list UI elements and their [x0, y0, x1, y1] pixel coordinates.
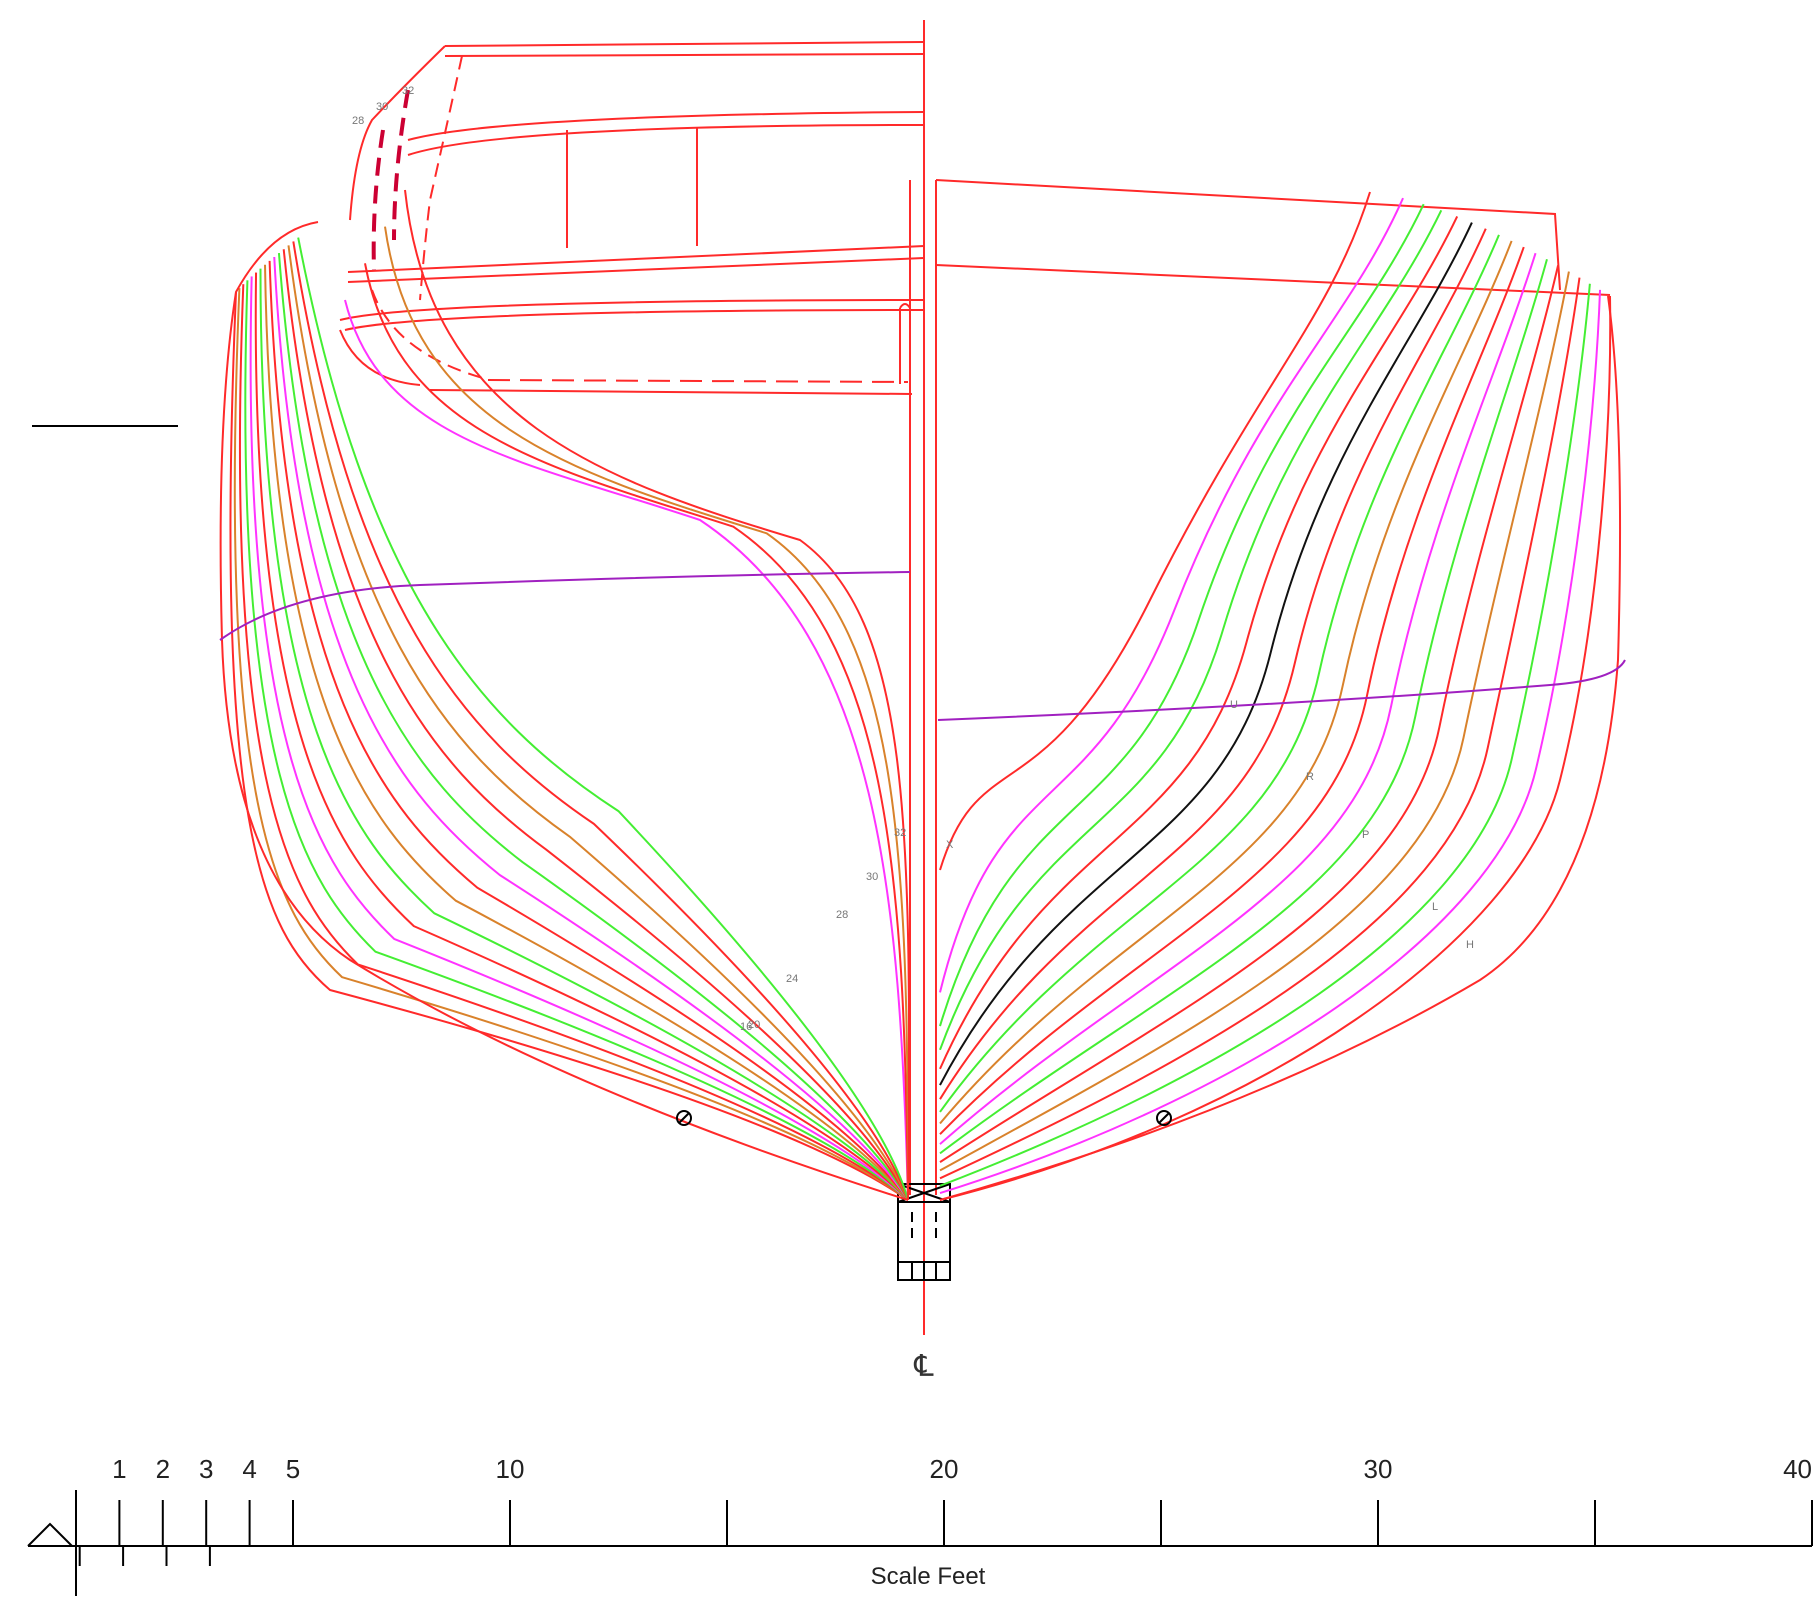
station-label: 32 [402, 85, 414, 97]
inner-curve [371, 289, 491, 381]
scale-label: 10 [496, 1454, 525, 1484]
deck-line-3 [347, 257, 925, 283]
fwd-section-line [939, 277, 1581, 1180]
scale-label: 30 [1364, 1454, 1393, 1484]
station-label: 28 [352, 115, 364, 127]
centerline-group [909, 20, 937, 1335]
fwd-section-line [939, 209, 1443, 1051]
frame-dash-marks [371, 89, 410, 271]
fwd-section-line [939, 265, 1560, 1163]
aft-section-line [292, 241, 909, 1201]
fwd-waterline [937, 659, 1626, 721]
station-label: 32 [894, 827, 906, 839]
fwd-section-line [939, 271, 1570, 1172]
aft-section-line [364, 263, 909, 1201]
scale-label: 1 [112, 1454, 126, 1484]
diagonal-lines [219, 571, 1626, 721]
fwd-section-line [939, 259, 1548, 1155]
fwd-section-line [939, 197, 1404, 993]
fwd-section-line [939, 234, 1500, 1113]
scale-title: Scale Feet [871, 1563, 986, 1590]
inner-curve [339, 329, 421, 386]
fwd-section-line [939, 203, 1425, 1027]
aft-section-line [273, 256, 909, 1201]
bilge-marker [676, 1110, 692, 1126]
scale-label: 20 [930, 1454, 959, 1484]
aft-hull-outline [219, 221, 909, 1201]
upper-bulwark-curve [349, 45, 446, 221]
aft-section-line [268, 260, 909, 1201]
scale-ticks: 1 2 3 4 5 10 20 30 40 [78, 1454, 1813, 1566]
fwd-rail-line [935, 179, 1561, 291]
station-label: 20 [748, 1019, 760, 1031]
bilge-marker [1156, 1110, 1172, 1126]
scale-label: 3 [199, 1454, 213, 1484]
aft-section-line [244, 280, 909, 1201]
aft-section-line [254, 272, 909, 1201]
aft-section-line [344, 299, 909, 1201]
fwd-section-line [939, 246, 1525, 1135]
bilge-markers [676, 1110, 1172, 1126]
deck-structure [339, 41, 1611, 395]
aft-station-labels: 16 20 24 28 30 32 [740, 827, 906, 1033]
station-label: R [1306, 771, 1314, 783]
fwd-section-line [939, 191, 1371, 871]
aft-section-line [249, 276, 909, 1201]
scale-bar: 1 2 3 4 5 10 20 30 40 Scale Feet [27, 1454, 1813, 1596]
scale-label: 40 [1783, 1454, 1812, 1484]
deck-line-2 [407, 111, 925, 141]
fwd-rail-line [935, 264, 1611, 296]
station-label: U [1230, 699, 1238, 711]
aft-section-line [264, 264, 909, 1201]
fwd-section-line [939, 295, 1612, 1201]
lower-deck-dashed [487, 379, 909, 383]
fwd-sections [939, 191, 1622, 1201]
aft-sections [219, 189, 911, 1201]
deck-line-3 [347, 245, 925, 273]
deck-line-4 [344, 309, 925, 331]
station-label: 30 [866, 871, 878, 883]
fwd-section-line [939, 252, 1537, 1145]
fwd-section-line [939, 240, 1513, 1125]
deck-station-labels: 28 30 32 [352, 85, 414, 127]
station-label: 24 [786, 973, 798, 985]
aft-section-line [282, 249, 909, 1201]
aft-section-line [287, 245, 909, 1201]
aft-waterline [219, 571, 911, 641]
pillar [899, 303, 911, 384]
station-label: 16 [740, 1021, 752, 1033]
deck-line-2 [407, 124, 925, 156]
fwd-section-line [939, 228, 1487, 1100]
station-label: H [1466, 939, 1474, 951]
lower-deck-line [429, 389, 913, 395]
bulwark-dashed [419, 55, 463, 301]
fwd-section-line [939, 216, 1459, 1070]
scale-label: 4 [242, 1454, 256, 1484]
station-label: 28 [836, 909, 848, 921]
fwd-section-line [939, 283, 1591, 1187]
scale-label: 5 [286, 1454, 300, 1484]
scale-label: 2 [156, 1454, 170, 1484]
deck-line-4 [339, 299, 925, 321]
aft-section-line [297, 237, 909, 1201]
aft-section-line [404, 189, 911, 1201]
upper-deck-line [444, 41, 925, 47]
scale-origin-triangle [27, 1522, 73, 1547]
fwd-section-line [939, 222, 1473, 1086]
fwd-section-line [939, 289, 1602, 1195]
station-label: P [1362, 829, 1369, 841]
aft-section-line [229, 291, 909, 1201]
fwd-hull-outline [939, 295, 1622, 1201]
station-label: 30 [376, 101, 388, 113]
centerline-symbol: ℄ [913, 1350, 934, 1383]
aft-section-line [259, 268, 909, 1201]
upper-deck-line [444, 53, 925, 57]
fwd-station-labels: X U R P L H [946, 699, 1474, 951]
aft-section-line [233, 288, 909, 1201]
station-label: X [946, 839, 954, 851]
station-label: L [1432, 901, 1438, 913]
aft-section-line [277, 253, 909, 1201]
aft-section-line [384, 226, 909, 1201]
